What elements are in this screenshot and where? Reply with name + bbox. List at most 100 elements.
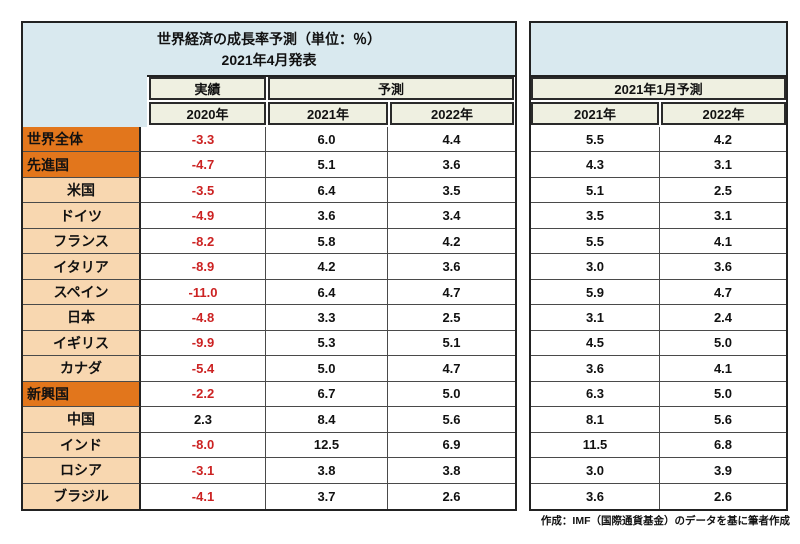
value-2022-5: 3.6 [388,254,515,280]
value-2021-0: 6.0 [266,127,388,153]
row-label-0: 世界全体 [23,127,141,153]
column-header-2022: 2022年 [390,102,514,125]
jan-value-2021-11: 8.1 [531,407,660,433]
value-2020-12: -8.0 [141,432,266,459]
column-header-2021: 2021年 [268,102,388,125]
table-title-line2: 2021年4月発表 [221,52,317,68]
jan-value-2021-1: 4.3 [531,152,660,178]
value-2020-7: -4.8 [141,305,266,331]
value-2022-3: 3.4 [388,203,515,229]
jan-value-2021-0: 5.5 [531,127,660,153]
jan-value-2022-10: 5.0 [660,382,786,408]
jan-value-2021-13: 3.0 [531,458,660,484]
row-label-4: フランス [23,228,141,255]
row-label-12: インド [23,432,141,459]
row-label-1: 先進国 [23,152,141,178]
value-2022-13: 3.8 [388,458,515,484]
value-2021-5: 4.2 [266,254,388,280]
jan-value-2022-13: 3.9 [660,458,786,484]
value-2022-8: 5.1 [388,331,515,357]
value-2020-3: -4.9 [141,203,266,229]
jan-value-2022-9: 4.1 [660,356,786,382]
value-2021-6: 6.4 [266,279,388,306]
row-label-5: イタリア [23,254,141,280]
value-2022-14: 2.6 [442,488,461,504]
value-2021-2: 6.4 [266,177,388,204]
jan-value-2021-9: 3.6 [531,356,660,382]
value-2022-6: 4.7 [388,280,515,306]
jan-value-2022-1: 3.1 [660,152,786,178]
table-title-line1: 世界経済の成長率予測（単位：％） [157,31,381,47]
value-2022-0: 4.4 [388,127,515,153]
jan-value-2022-6: 4.7 [660,280,786,306]
row-label-9: カナダ [23,356,141,382]
value-2020-10: -2.2 [141,381,266,408]
value-2020-1: -4.7 [141,152,266,178]
column-header-jan-2021: 2021年 [531,102,659,125]
column-header-jan-forecast: 2021年1月予測 [531,77,786,100]
row-label-8: イギリス [23,330,141,357]
jan-value-2021-8: 4.5 [531,330,660,357]
value-2020-13: -3.1 [141,458,266,484]
row-label-2: 米国 [23,177,141,204]
jan-value-2022-2: 2.5 [660,178,786,204]
jan-value-2022-14: 2.6 [713,488,733,504]
value-2021-11: 8.4 [266,407,388,433]
value-2021-12: 12.5 [266,432,388,459]
value-2022-12: 6.9 [388,433,515,459]
value-2020-0: -3.3 [141,127,266,153]
jan-value-2022-7: 2.4 [660,305,786,331]
value-2021-13: 3.8 [266,458,388,484]
right-table-body: 5.5 4.2 4.3 3.1 5.1 2.5 3.5 3.1 5.5 4.1 3.0 3.6 5.9 4… [531,127,786,509]
value-2021-7: 3.3 [266,305,388,331]
jan-value-2021-12: 11.5 [531,432,660,459]
value-2021-14: 3.7 [266,483,388,509]
jan-value-2022-12: 6.8 [660,433,786,459]
forecast-table-january: 2021年1月予測 2021年 2022年 5.5 4.2 4.3 3.1 5.1 2.5… [529,21,788,511]
jan-value-2021-14: 3.6 [531,483,660,509]
value-2020-4: -8.2 [141,228,266,255]
row-label-13: ロシア [23,458,141,484]
value-2020-14: -4.1 [141,483,266,509]
value-2020-9: -5.4 [141,356,266,382]
row-label-6: スペイン [23,279,141,306]
jan-value-2021-2: 5.1 [531,177,660,204]
value-2020-8: -9.9 [141,330,266,357]
row-label-11: 中国 [23,407,141,433]
title-band-right [531,23,786,75]
row-label-10: 新興国 [23,381,141,408]
jan-value-2022-3: 3.1 [660,203,786,229]
column-header-forecast: 予測 [268,77,514,100]
value-2022-11: 5.6 [388,407,515,433]
table-title: 世界経済の成長率予測（単位：％） 2021年4月発表 [23,23,515,75]
value-2020-5: -8.9 [141,254,266,280]
value-2021-1: 5.1 [266,152,388,178]
source-credit: 作成：IMF（国際通貨基金）のデータを基に筆者作成 [540,515,790,527]
value-2022-4: 4.2 [388,229,515,255]
jan-value-2022-4: 4.1 [660,229,786,255]
left-table-body: 世界全体 -3.3 6.0 4.4 先進国 -4.7 5.1 3.6 米国 -3.5 6.4 3.5 ド… [23,127,515,509]
value-2021-3: 3.6 [266,203,388,229]
value-2021-4: 5.8 [266,228,388,255]
column-header-jan-2022: 2022年 [661,102,786,125]
value-2022-2: 3.5 [388,178,515,204]
value-2021-9: 5.0 [266,356,388,382]
jan-value-2022-8: 5.0 [660,331,786,357]
jan-value-2021-7: 3.1 [531,305,660,331]
jan-value-2021-4: 5.5 [531,228,660,255]
value-2020-2: -3.5 [141,177,266,204]
column-header-actual: 実績 [149,77,266,100]
jan-value-2021-3: 3.5 [531,203,660,229]
value-2021-8: 5.3 [266,330,388,357]
row-label-14: ブラジル [23,483,141,509]
row-label-3: ドイツ [23,203,141,229]
jan-value-2022-11: 5.6 [660,407,786,433]
jan-value-2021-5: 3.0 [531,254,660,280]
value-2020-11: 2.3 [141,407,266,433]
value-2022-7: 2.5 [388,305,515,331]
column-header-2020: 2020年 [149,102,266,125]
jan-value-2021-10: 6.3 [531,381,660,408]
row-label-7: 日本 [23,305,141,331]
jan-value-2022-0: 4.2 [660,127,786,153]
